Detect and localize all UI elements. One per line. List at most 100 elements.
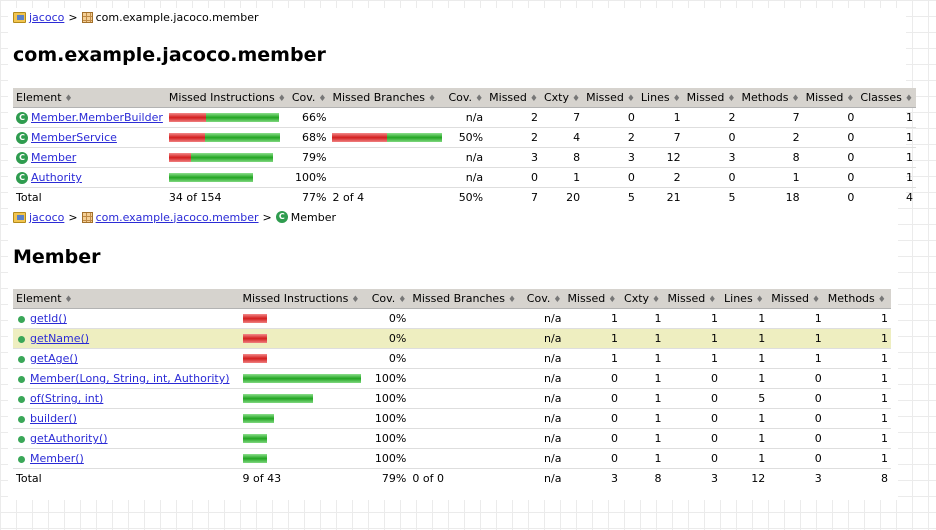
column-header[interactable]: Missed Branches ♦	[329, 88, 446, 108]
column-header-label: Cov.	[291, 91, 316, 104]
total-cxty: 8	[621, 468, 665, 488]
element-cell: of(String, int)	[13, 388, 240, 409]
column-header[interactable]: Cov. ♦	[445, 88, 487, 108]
sort-icon[interactable]: ♦	[277, 94, 286, 104]
column-header[interactable]: Lines ♦	[637, 88, 684, 108]
sort-icon[interactable]: ♦	[351, 295, 360, 305]
coverage-bar-cell	[165, 167, 289, 188]
column-header[interactable]: Cxty ♦	[540, 88, 584, 108]
counter-lines: 1	[721, 328, 769, 349]
sort-icon[interactable]: ♦	[428, 94, 437, 104]
coverage-bar-cell	[239, 368, 368, 389]
column-header[interactable]: Lines ♦	[721, 289, 769, 309]
sort-icon[interactable]: ♦	[529, 94, 538, 104]
coverage-bar	[242, 334, 365, 343]
missed-bar	[242, 354, 267, 363]
sort-icon[interactable]: ♦	[626, 94, 635, 104]
counter-lines: 7	[637, 127, 684, 148]
sort-icon[interactable]: ♦	[64, 94, 73, 104]
page-title: Member	[13, 246, 101, 268]
counter-m1: 0	[564, 448, 622, 469]
sort-icon[interactable]: ♦	[727, 94, 736, 104]
sort-icon[interactable]: ♦	[572, 94, 581, 104]
column-header[interactable]: Element ♦	[13, 88, 166, 108]
sort-icon[interactable]: ♦	[652, 295, 661, 305]
breadcrumb-package-link[interactable]: com.example.jacoco.member	[95, 210, 259, 224]
method-link[interactable]: getName()	[30, 332, 90, 345]
sort-icon[interactable]: ♦	[708, 295, 717, 305]
sort-icon[interactable]: ♦	[64, 295, 73, 305]
missed-bar	[168, 113, 206, 122]
method-link[interactable]: Member(Long, String, int, Authority)	[30, 372, 230, 385]
method-icon	[18, 435, 25, 443]
breadcrumb-root-link[interactable]: jacoco	[29, 10, 65, 24]
breadcrumb-root-link[interactable]: jacoco	[29, 210, 65, 224]
sort-icon[interactable]: ♦	[755, 295, 764, 305]
column-header[interactable]: Missed Instructions ♦	[239, 289, 368, 309]
counter-m1: 3	[486, 147, 541, 168]
element-cell: getId()	[13, 308, 240, 329]
column-header[interactable]: Missed ♦	[768, 289, 825, 309]
column-header-label: Missed Instructions	[168, 91, 275, 104]
column-header[interactable]: Classes ♦	[857, 88, 916, 108]
column-header[interactable]: Cov. ♦	[288, 88, 330, 108]
column-header[interactable]: Missed ♦	[583, 88, 638, 108]
counter-m4: 0	[802, 127, 858, 148]
sort-icon[interactable]: ♦	[608, 295, 617, 305]
counter-cxty: 1	[621, 388, 665, 409]
column-header[interactable]: Missed ♦	[486, 88, 541, 108]
class-link[interactable]: Member.MemberBuilder	[31, 111, 163, 124]
column-header[interactable]: Missed ♦	[802, 88, 858, 108]
page-title: com.example.jacoco.member	[13, 44, 326, 66]
column-header[interactable]: Missed Branches ♦	[409, 289, 523, 309]
column-header[interactable]: Element ♦	[13, 289, 240, 309]
column-header[interactable]: Missed Instructions ♦	[165, 88, 289, 108]
table-row: C Member 79% n/a 3 8 3 12 3 8 0 1	[13, 147, 916, 168]
missed-bar	[168, 153, 191, 162]
counter-m3: 0	[768, 408, 825, 429]
sort-icon[interactable]: ♦	[475, 94, 484, 104]
sort-icon[interactable]: ♦	[398, 295, 407, 305]
column-header[interactable]: Cov. ♦	[522, 289, 565, 309]
total-m1: 7	[486, 187, 541, 207]
missed-bar	[168, 133, 205, 142]
column-header[interactable]: Cov. ♦	[367, 289, 410, 309]
sort-icon[interactable]: ♦	[507, 295, 517, 305]
instruction-coverage: 0%	[367, 328, 410, 349]
class-link[interactable]: MemberService	[31, 131, 117, 144]
class-link[interactable]: Member	[31, 151, 77, 164]
method-link[interactable]: getAuthority()	[30, 432, 108, 445]
column-header-label: Missed Branches	[412, 292, 505, 305]
sort-icon[interactable]: ♦	[846, 94, 855, 104]
column-header[interactable]: Missed ♦	[664, 289, 722, 309]
counter-m2: 0	[664, 428, 722, 449]
coverage-bar	[332, 133, 443, 142]
column-header[interactable]: Missed ♦	[683, 88, 739, 108]
sort-icon[interactable]: ♦	[877, 295, 886, 305]
column-header[interactable]: Methods ♦	[738, 88, 803, 108]
column-header[interactable]: Cxty ♦	[621, 289, 665, 309]
sort-icon[interactable]: ♦	[553, 295, 562, 305]
sort-icon[interactable]: ♦	[811, 295, 821, 305]
method-link[interactable]: Member()	[30, 452, 84, 465]
method-icon	[18, 335, 25, 343]
method-link[interactable]: getId()	[30, 312, 67, 325]
column-header[interactable]: Missed ♦	[564, 289, 622, 309]
sort-icon[interactable]: ♦	[904, 94, 913, 104]
coverage-bar-cell	[239, 428, 368, 449]
counter-m3: 1	[768, 308, 825, 329]
method-link[interactable]: getAge()	[30, 352, 78, 365]
sort-icon[interactable]: ♦	[318, 94, 327, 104]
method-link[interactable]: builder()	[30, 412, 77, 425]
counter-cxty: 8	[540, 147, 584, 168]
column-header-label: Cov.	[371, 292, 396, 305]
counter-lines: 5	[721, 388, 769, 409]
method-link[interactable]: of(String, int)	[30, 392, 104, 405]
class-link[interactable]: Authority	[31, 171, 82, 184]
sort-icon[interactable]: ♦	[672, 94, 681, 104]
sort-icon[interactable]: ♦	[791, 94, 800, 104]
covered-bar	[204, 133, 280, 142]
instruction-coverage: 100%	[367, 368, 410, 389]
branch-coverage: n/a	[522, 328, 565, 349]
column-header[interactable]: Methods ♦	[824, 289, 891, 309]
